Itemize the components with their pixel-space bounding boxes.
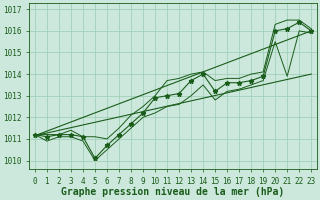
- X-axis label: Graphe pression niveau de la mer (hPa): Graphe pression niveau de la mer (hPa): [61, 187, 285, 197]
